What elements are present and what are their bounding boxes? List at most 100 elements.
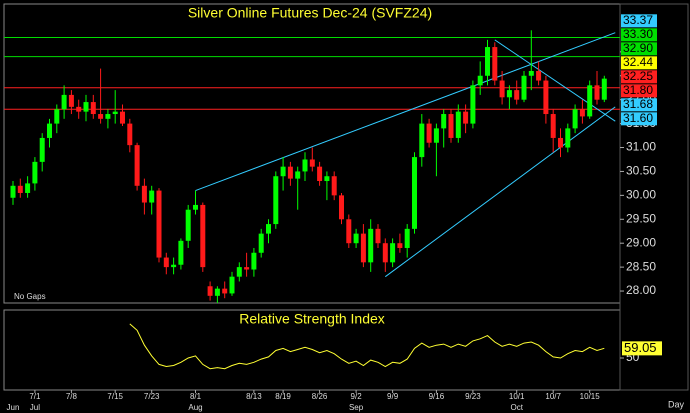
candle-body [317,166,323,182]
candle-body [419,123,425,158]
candle-body [506,90,512,98]
candle-body [258,233,264,253]
month-label: Jul [30,403,40,412]
gap-note: No Gaps [14,292,46,301]
candle-body [324,176,330,182]
price-axis [619,3,689,391]
candle-body [17,185,23,193]
candle-body [273,176,279,225]
candle-body [54,109,60,124]
price-marker-label: 32.25 [623,69,653,83]
price-marker-label: 31.68 [623,97,653,111]
price-marker-box [621,70,657,84]
candle-body [214,288,220,296]
candle-body [390,243,396,263]
candle-body [587,85,593,117]
x-tick-label: 8/26 [312,392,328,401]
candle-body [572,109,578,129]
candle-body [39,137,45,162]
chart-title: Silver Online Futures Dec-24 (SVFZ24) [188,5,432,21]
candle-body [105,114,111,119]
candle-body [302,159,308,172]
candle-body [156,190,162,258]
price-marker-box [621,14,657,28]
candle-body [550,114,556,138]
price-marker-label: 33.30 [623,27,653,41]
candle-body [68,94,74,107]
price-marker-label: 32.44 [623,55,653,69]
candle-body [368,228,374,263]
price-marker-box [621,28,657,42]
candle-body [76,106,82,112]
candle-body [309,159,315,167]
candle-body [251,252,257,270]
candle-body [149,190,155,203]
trend-line [385,106,616,278]
x-tick-label: 9/16 [429,392,445,401]
x-tick-label: 10/1 [509,392,525,401]
x-tick-label: 8/13 [246,392,262,401]
candle-body [536,70,542,81]
candle-body [528,70,534,76]
candle-body [448,114,454,138]
month-label: Oct [510,403,523,412]
candle-body [185,209,191,241]
candle-body [61,94,67,110]
y-tick-label: 30.00 [626,188,656,202]
y-tick-label: 28.50 [626,259,656,273]
y-tick-label: 29.00 [626,235,656,249]
rsi-title: Relative Strength Index [239,311,385,327]
candle-body [521,75,527,100]
y-tick-label: 30.50 [626,164,656,178]
candle-body [601,78,607,100]
month-label: Jun [7,403,20,412]
candle-body [412,157,417,229]
candle-body [558,137,563,148]
x-tick-label: 9/2 [351,392,363,401]
candle-body [543,80,549,115]
y-tick-label: 28.00 [626,283,656,297]
candle-body [565,128,571,148]
x-tick-label: 9/23 [465,392,481,401]
x-tick-label: 8/19 [275,392,291,401]
candle-body [112,111,118,115]
y-tick-label: 31.00 [626,140,656,154]
candle-body [485,47,490,76]
candle-body [120,111,125,124]
price-marker-box [621,84,657,98]
candle-body [229,276,235,294]
candle-body [404,228,410,248]
candle-body [470,85,476,124]
candle-body [579,109,585,117]
candle-body [141,185,147,203]
candle-body [207,286,213,296]
candle-body [244,267,250,270]
price-marker-label: 33.37 [623,13,653,27]
candle-body [127,123,133,146]
last-value-label: 59.05 [624,340,657,355]
price-marker-label: 31.60 [623,111,653,125]
price-marker-label: 31.80 [623,83,653,97]
candle-body [295,171,301,179]
candle-body [83,102,89,112]
candle-body [331,176,337,196]
candle-body [25,183,31,193]
rsi-line [129,323,605,370]
trend-line [195,32,616,192]
candle-body [514,90,520,100]
trend-line [494,39,616,122]
x-axis-label: Day [668,399,685,409]
last-value-box [622,341,662,356]
candle-body [280,166,286,177]
candle-body [134,145,140,186]
candle-body [90,102,96,115]
candle-body [339,195,344,220]
candle-body [32,161,38,184]
month-label: Aug [188,403,202,412]
candle-body [193,204,198,210]
price-marker-box [621,42,657,56]
price-marker-box [621,98,657,112]
candle-body [375,228,381,244]
